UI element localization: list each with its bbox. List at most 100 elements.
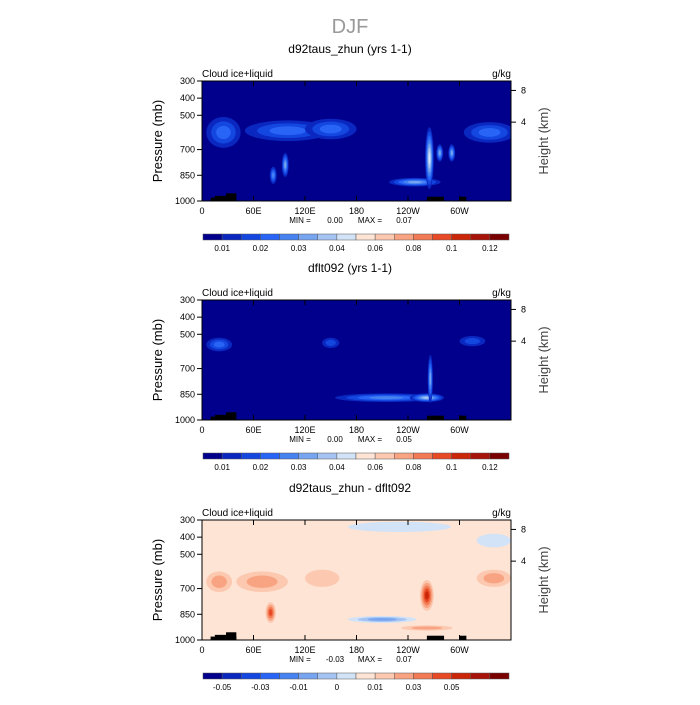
colorbar-box: [298, 672, 318, 680]
contour-blob: [211, 575, 227, 588]
colorbar-label: 0.12: [482, 244, 498, 253]
y-tick-label: 500: [180, 549, 195, 559]
y-tick-label: 850: [180, 170, 195, 180]
max-value: 0.05: [396, 435, 412, 444]
colorbar-box: [279, 452, 299, 460]
contour-blob: [478, 128, 501, 137]
colorbar-box: [432, 233, 452, 241]
colorbar-box: [374, 233, 395, 241]
topography: [214, 414, 233, 420]
colorbar-label: 0.01: [367, 683, 383, 692]
colorbar-box: [336, 452, 357, 460]
colorbar-box: [221, 452, 242, 460]
colorbar-box: [470, 233, 491, 241]
x-tick-label: 60E: [245, 645, 261, 655]
contour-blob: [268, 609, 273, 616]
topography: [226, 412, 237, 420]
y-tick-label: 400: [180, 312, 195, 322]
contour-blob: [425, 591, 429, 600]
background-field: [202, 300, 511, 420]
contour-blob: [450, 150, 453, 156]
y-tick-label: 300: [180, 295, 195, 305]
x-tick-label: 0: [199, 425, 204, 435]
max-label: MAX =: [358, 435, 383, 444]
topography: [426, 415, 445, 420]
y-tick-label: 1000: [175, 196, 195, 206]
contour-blob: [284, 161, 287, 169]
contour-blob: [407, 180, 422, 184]
colorbar-label: 0.1: [446, 244, 458, 253]
colorbar-box: [202, 452, 223, 460]
colorbar-label: 0.04: [329, 244, 345, 253]
colorbar-box: [489, 233, 510, 241]
colorbar-box: [336, 672, 357, 680]
contour-blob: [213, 341, 225, 348]
topography: [214, 195, 233, 201]
units-label: g/kg: [492, 508, 511, 519]
contour-blob: [367, 617, 397, 621]
colorbar-box: [470, 452, 491, 460]
colorbar-box: [374, 452, 395, 460]
y-tick-label: 850: [180, 609, 195, 619]
variable-label: Cloud ice+liquid: [202, 69, 273, 80]
x-tick-label: 60W: [450, 425, 469, 435]
colorbar-label: 0.1: [446, 463, 458, 472]
colorbar-box: [355, 233, 376, 241]
colorbar-box: [260, 452, 280, 460]
topography: [226, 632, 237, 640]
min-label: MIN =: [289, 655, 311, 664]
colorbar-box: [432, 672, 452, 680]
colorbar-box: [260, 233, 280, 241]
contour-blob: [483, 573, 505, 584]
topography: [459, 635, 467, 640]
colorbar-box: [241, 672, 261, 680]
colorbar-box: [413, 672, 433, 680]
colorbar-label: 0.02: [253, 463, 269, 472]
panel-title: d92taus_zhun - dflt092: [289, 481, 411, 495]
y-tick-label: 300: [180, 515, 195, 525]
x-tick-label: 60E: [245, 425, 261, 435]
contour-blob: [246, 575, 278, 588]
y-tick-label: 1000: [175, 635, 195, 645]
colorbar-box: [355, 672, 376, 680]
x-tick-label: 180: [349, 425, 364, 435]
x-tick-label: 120E: [294, 425, 315, 435]
y-tick-label: 400: [180, 93, 195, 103]
contour-blob: [272, 172, 275, 179]
contour-blob: [476, 533, 511, 548]
contour-blob: [347, 521, 451, 532]
colorbar-box: [451, 672, 471, 680]
colorbar-box: [451, 452, 471, 460]
panel-3: d92taus_zhun - dflt092 Cloud ice+liquid g/…: [150, 481, 551, 692]
y2-tick-label: 8: [521, 304, 526, 314]
colorbar-label: 0.02: [253, 244, 269, 253]
colorbar-label: 0: [335, 683, 340, 692]
panel-2: dflt092 (yrs 1-1) Cloud ice+liquid g/kg 0 60…: [150, 261, 551, 472]
colorbar-box: [413, 452, 433, 460]
y-axis-label: Pressure (mb): [150, 539, 165, 621]
y2-axis-label: Height (km): [536, 107, 551, 174]
background-field: [202, 81, 511, 201]
colorbar-box: [317, 233, 338, 241]
colorbar-box: [279, 672, 299, 680]
x-tick-label: 180: [349, 645, 364, 655]
x-tick-label: 0: [199, 645, 204, 655]
x-tick-label: 120W: [396, 425, 420, 435]
x-tick-label: 60W: [450, 206, 469, 216]
colorbar-box: [298, 452, 318, 460]
colorbar-box: [336, 233, 357, 241]
colorbar-box: [260, 672, 280, 680]
figure-title: DJF: [332, 16, 369, 38]
y2-tick-label: 4: [521, 556, 526, 566]
max-value: 0.07: [396, 655, 412, 664]
x-tick-label: 0: [199, 206, 204, 216]
contour-blob: [429, 372, 432, 386]
colorbar-label: -0.03: [251, 683, 270, 692]
y-tick-label: 850: [180, 389, 195, 399]
y-tick-label: 500: [180, 329, 195, 339]
y-tick-label: 300: [180, 76, 195, 86]
panel-title: dflt092 (yrs 1-1): [308, 261, 392, 275]
colorbar-label: 0.03: [291, 244, 307, 253]
y2-axis-label: Height (km): [536, 546, 551, 613]
x-tick-label: 120E: [294, 645, 315, 655]
